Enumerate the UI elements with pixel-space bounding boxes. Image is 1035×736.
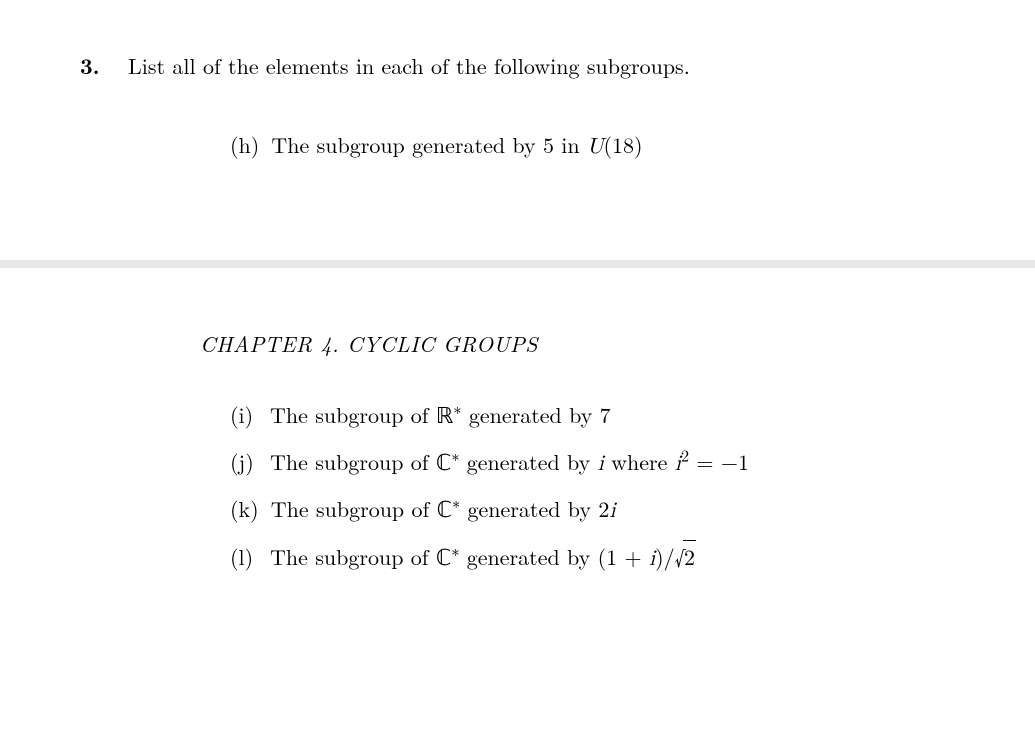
sub-item-text: The subgroup generated by 5 in U(18) xyxy=(271,129,642,160)
star-superscript: ∗ xyxy=(452,490,460,514)
sub-item-label: (l) xyxy=(230,541,258,572)
question-row: 3. List all of the elements in each of t… xyxy=(80,50,955,81)
sub-item-text: The subgroup of ℝ∗ generated by 7 xyxy=(270,399,611,430)
section-divider xyxy=(0,260,1035,268)
sub-item-text: The subgroup of ℂ∗ generated by (1 + i)/… xyxy=(270,540,696,572)
star-superscript: ∗ xyxy=(453,396,461,420)
sub-item-label: (k) xyxy=(230,493,259,524)
page-bottom-section: CHAPTER 4. CYCLIC GROUPS (i) The subgrou… xyxy=(0,328,1035,572)
sub-item-text: The subgroup of ℂ∗ generated by 2i xyxy=(271,493,616,524)
sub-item-text: The subgroup of ℂ∗ generated by i where … xyxy=(270,446,749,477)
page-top-section: 3. List all of the elements in each of t… xyxy=(0,0,1035,160)
sub-item-label: (j) xyxy=(230,446,258,477)
sub-item-k: (k) The subgroup of ℂ∗ generated by 2i xyxy=(230,493,955,524)
question-prompt: List all of the elements in each of the … xyxy=(128,50,690,81)
question-number: 3. xyxy=(80,50,108,81)
sub-item-i: (i) The subgroup of ℝ∗ generated by 7 xyxy=(230,399,955,430)
sub-item-h: (h) The subgroup generated by 5 in U(18) xyxy=(230,129,955,160)
sub-item-label: (i) xyxy=(230,399,258,430)
sub-item-j: (j) The subgroup of ℂ∗ generated by i wh… xyxy=(230,446,955,477)
sub-item-label: (h) xyxy=(230,129,259,160)
chapter-heading: CHAPTER 4. CYCLIC GROUPS xyxy=(200,328,955,359)
sqrt-expression: √2 xyxy=(675,540,696,572)
sub-item-l: (l) The subgroup of ℂ∗ generated by (1 +… xyxy=(230,540,955,572)
